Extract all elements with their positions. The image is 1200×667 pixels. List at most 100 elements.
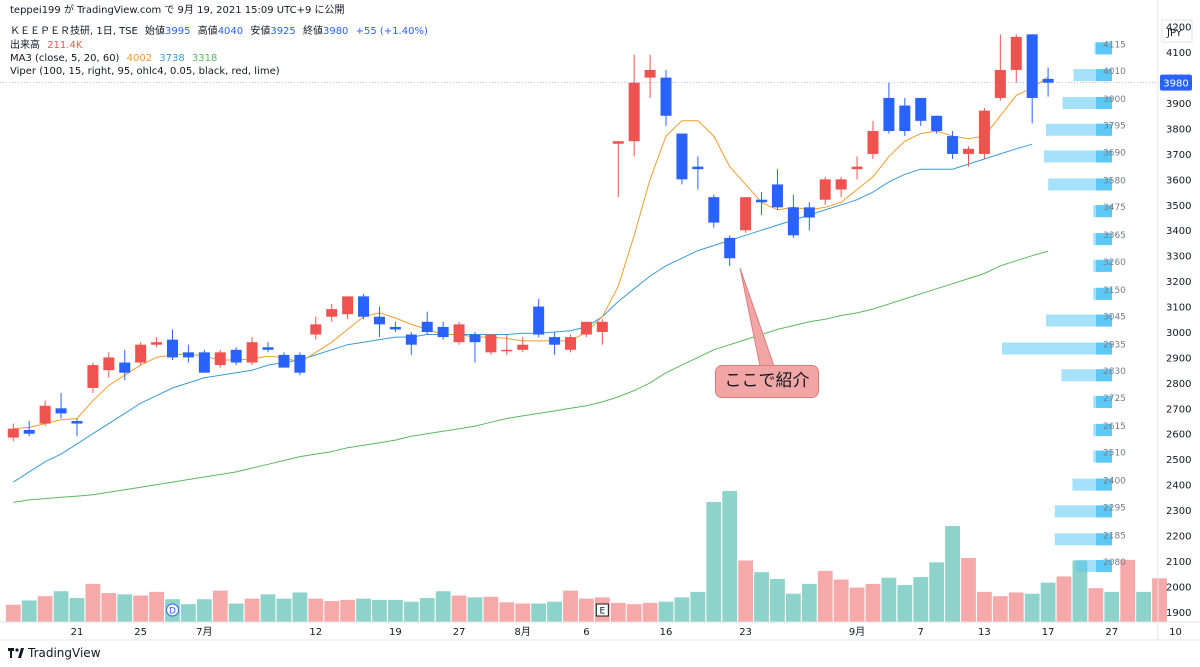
- candle-body: [947, 136, 959, 154]
- candle-body: [851, 166, 863, 170]
- volume-bar: [324, 601, 340, 622]
- y-tick-label: 2200: [1166, 532, 1191, 543]
- candle-body: [358, 296, 370, 317]
- footer-brand[interactable]: TradingView: [8, 646, 101, 660]
- candle-body: [151, 342, 163, 345]
- x-tick-label: 8月: [515, 626, 531, 638]
- profile-bar: [1002, 342, 1112, 355]
- profile-price-label: 2295: [1103, 503, 1126, 513]
- volume-bar: [817, 570, 833, 622]
- candle-body: [533, 306, 545, 335]
- volume-bar: [1056, 576, 1072, 622]
- volume-bar: [1120, 559, 1136, 622]
- profile-bar-core: [1096, 533, 1112, 546]
- candle-body: [7, 428, 19, 438]
- profile-bar-core: [1096, 369, 1112, 382]
- y-tick-label: 3900: [1166, 99, 1191, 110]
- volume-bar: [181, 604, 196, 622]
- candle-body: [963, 148, 974, 154]
- volume-bar: [69, 598, 85, 622]
- ma5-value: 4002: [126, 53, 153, 64]
- profile-bar-core: [1096, 123, 1112, 136]
- profile-price-label: 3475: [1103, 203, 1126, 213]
- profile-bar: [1046, 123, 1112, 136]
- current-price-tag: [1160, 74, 1192, 91]
- volume-bar: [785, 593, 801, 622]
- x-tick-label: 9月: [849, 626, 865, 638]
- volume-label[interactable]: 出来高: [10, 40, 40, 51]
- y-tick-label: 3400: [1166, 226, 1191, 237]
- volume-bar: [626, 604, 642, 622]
- symbol-name[interactable]: ＫＥＥＰＥＲ技研, 1日, TSE: [10, 26, 138, 37]
- profile-price-label: 2615: [1103, 422, 1126, 432]
- profile-bar-core: [1096, 150, 1112, 163]
- volume-value: 211.4K: [47, 40, 83, 51]
- candle-body: [55, 408, 67, 414]
- candle-body: [596, 321, 608, 332]
- candle-body: [1042, 78, 1054, 83]
- profile-bar-core: [1096, 97, 1112, 110]
- profile-price-label: 2400: [1103, 477, 1126, 487]
- volume-bar: [467, 597, 483, 622]
- volume-bar: [292, 592, 308, 622]
- callout-pointer-shape: [739, 267, 775, 367]
- x-tick-label: 17: [1042, 627, 1055, 638]
- volume-bar: [1104, 591, 1120, 622]
- change-value: +55 (+1.40%): [355, 26, 428, 37]
- volume-bar: [499, 602, 515, 622]
- volume-line: 出来高 211.4K: [10, 39, 82, 52]
- candle-body: [931, 115, 943, 132]
- x-tick-label: 13: [978, 627, 991, 638]
- candle-body: [549, 337, 561, 345]
- candle-body: [294, 354, 306, 373]
- y-tick-label: 2000: [1166, 582, 1191, 593]
- candle-body: [23, 429, 35, 434]
- profile-price-label: 3365: [1103, 231, 1126, 241]
- candle-body: [676, 133, 688, 180]
- x-tick-label: 6: [583, 627, 589, 638]
- volume-bar: [961, 558, 976, 622]
- candle-body: [214, 352, 226, 366]
- profile-bar-core: [1096, 560, 1112, 573]
- y-tick-label: 3100: [1166, 303, 1191, 314]
- candle-body: [71, 421, 83, 424]
- profile-price-label: 3580: [1103, 176, 1126, 186]
- volume-bar: [260, 594, 276, 622]
- candle-body: [182, 352, 194, 358]
- moving-averages: [13, 76, 1049, 503]
- volume-bar: [149, 591, 164, 622]
- profile-price-label: 3045: [1103, 313, 1126, 323]
- ma-label[interactable]: MA3 (close, 5, 20, 60): [10, 53, 120, 64]
- volume-bar: [690, 591, 706, 622]
- candle-body: [899, 105, 911, 132]
- y-tick-label: 2300: [1166, 506, 1191, 517]
- profile-price-label: 3900: [1103, 95, 1126, 105]
- profile-bar-core: [1096, 478, 1112, 491]
- profile-price-label: 3795: [1103, 122, 1126, 132]
- volume-bar: [754, 572, 769, 622]
- candle-body: [517, 344, 529, 350]
- profile-bar-core: [1096, 342, 1112, 355]
- ma60-value: 3318: [191, 53, 218, 64]
- profile-bar-core: [1096, 205, 1112, 218]
- volume-bar: [340, 599, 356, 622]
- volume-bar: [515, 603, 531, 622]
- volume-bars: [5, 490, 1167, 622]
- volume-bar: [1008, 592, 1024, 622]
- profile-bar-core: [1096, 450, 1112, 463]
- volume-bar: [801, 583, 817, 622]
- publisher-line: teppei199 が TradingView.com で 9月 19, 202…: [10, 4, 345, 17]
- profile-bar: [1054, 505, 1112, 518]
- volume-bar: [308, 598, 324, 622]
- y-tick-label: 2500: [1166, 455, 1191, 466]
- y-tick-label: 3200: [1166, 277, 1191, 288]
- close-value: 3980: [322, 26, 349, 37]
- volume-bar: [53, 591, 69, 622]
- callout-pointer: [739, 267, 775, 367]
- viper-label[interactable]: Viper (100, 15, right, 95, ohlc4, 0.05, …: [10, 66, 280, 77]
- x-tick-label: 21: [71, 627, 84, 638]
- x-tick-label: 19: [389, 627, 402, 638]
- profile-bar-core: [1096, 259, 1112, 272]
